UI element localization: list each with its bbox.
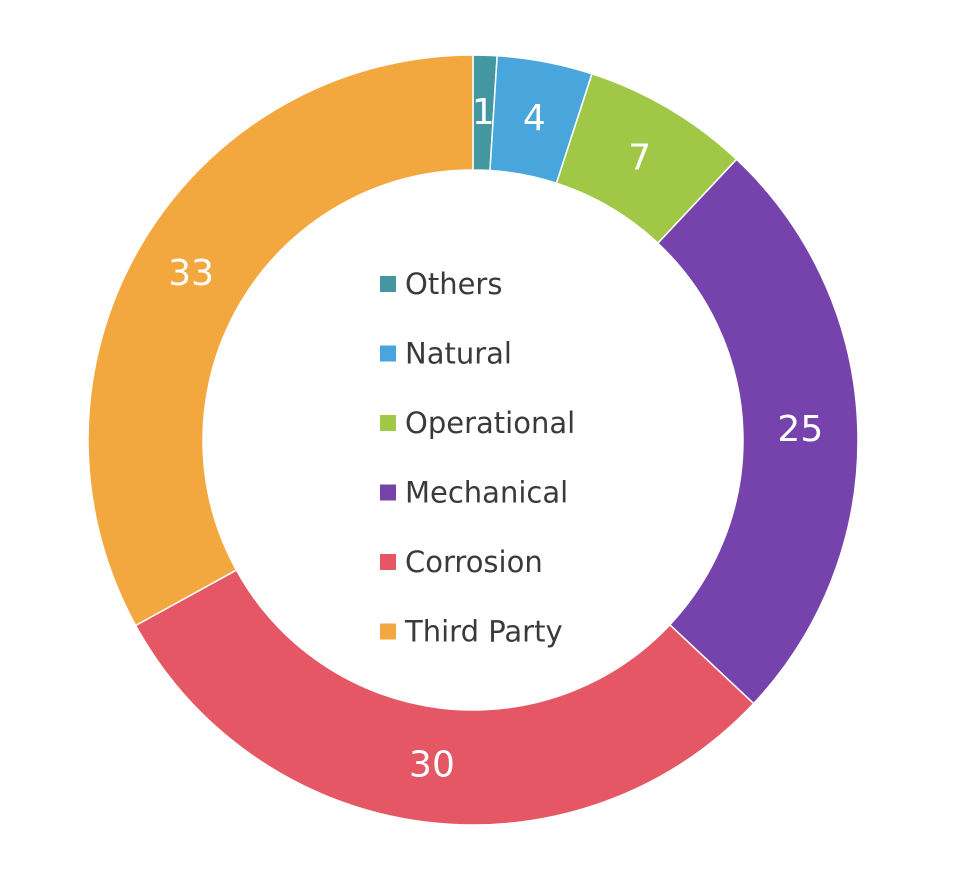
legend-swatch-others [380, 276, 396, 292]
legend-swatch-natural [380, 345, 396, 362]
legend-label-third-party: Third Party [404, 615, 563, 649]
donut-slices [87, 54, 859, 826]
data-label-natural: 4 [523, 98, 546, 139]
data-label-others: 1 [472, 92, 495, 133]
slice-third-party [87, 54, 474, 627]
legend-label-corrosion: Corrosion [405, 545, 543, 579]
legend-label-natural: Natural [405, 337, 512, 371]
legend-swatch-third-party [380, 623, 396, 640]
data-label-mechanical: 25 [777, 409, 823, 450]
legend: Others Natural Operational Mechanical Corros… [380, 267, 575, 649]
legend-label-operational: Operational [405, 406, 575, 440]
legend-label-mechanical: Mechanical [405, 476, 568, 510]
data-label-third-party: 33 [168, 253, 214, 294]
data-label-corrosion: 30 [409, 744, 455, 785]
legend-swatch-corrosion [380, 554, 396, 570]
data-label-operational: 7 [628, 138, 651, 179]
legend-label-others: Others [405, 267, 502, 301]
legend-swatch-operational [380, 415, 396, 431]
slice-mechanical [656, 158, 859, 705]
legend-swatch-mechanical [380, 484, 396, 501]
slice-labels: 1 4 7 25 30 33 [168, 92, 823, 785]
slice-corrosion [134, 569, 755, 826]
